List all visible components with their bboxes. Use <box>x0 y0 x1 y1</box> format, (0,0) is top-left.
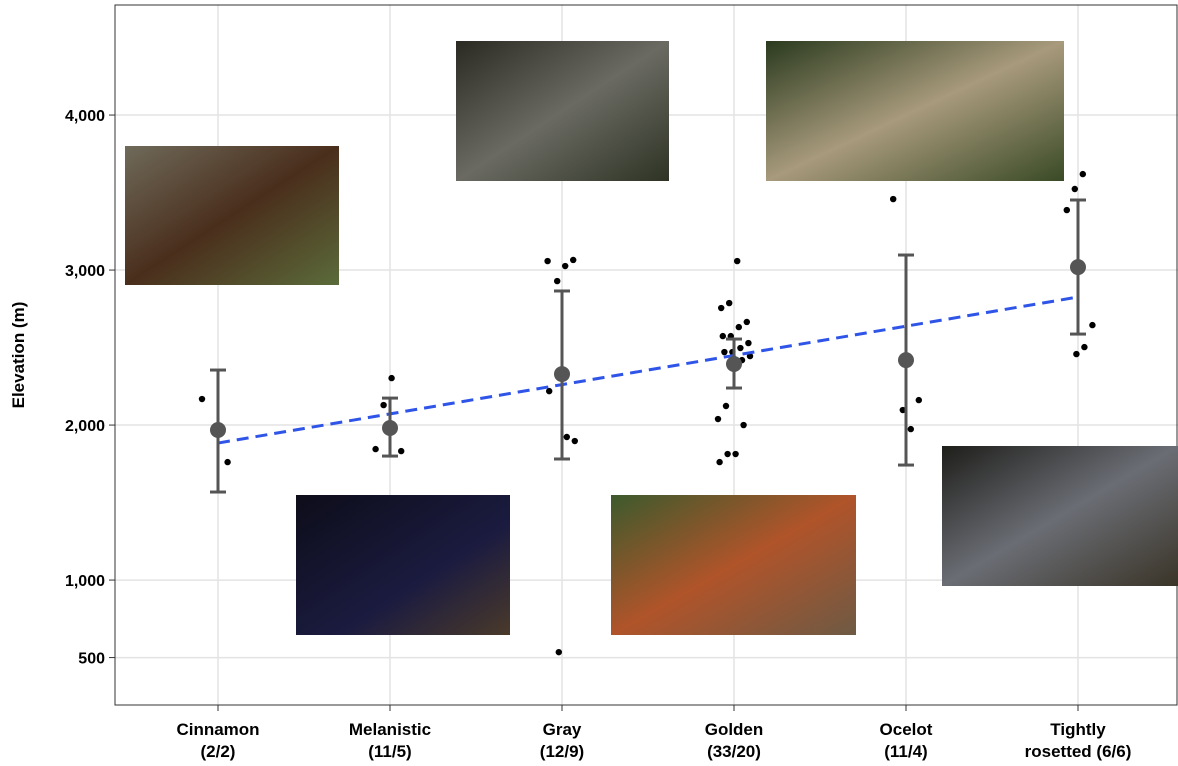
photo-tightly-rosetted <box>942 446 1178 586</box>
chart: 500 1,000 2,000 3,000 4,000 Cinnamon (2/2) Mela… <box>0 0 1178 766</box>
data-point <box>556 649 562 655</box>
x-tick-label: Golden <box>705 720 764 739</box>
data-point <box>199 396 205 402</box>
trend-line <box>218 297 1078 443</box>
data-point <box>1072 186 1078 192</box>
data-point <box>372 446 378 452</box>
data-point <box>745 340 751 346</box>
x-tick-label: (12/9) <box>540 742 584 761</box>
data-point <box>734 258 740 264</box>
x-tick-label: Ocelot <box>880 720 933 739</box>
photo-gray <box>456 41 669 181</box>
data-point <box>380 402 386 408</box>
data-point <box>732 451 738 457</box>
y-tick-label: 500 <box>78 651 105 668</box>
mean-point <box>382 420 398 436</box>
data-point <box>744 319 750 325</box>
mean-point <box>554 366 570 382</box>
data-point <box>224 459 230 465</box>
x-tick-label: (33/20) <box>707 742 761 761</box>
x-tick-label: Gray <box>543 720 582 739</box>
photo-ocelot <box>766 41 1064 181</box>
mean-point <box>1070 259 1086 275</box>
data-point <box>572 438 578 444</box>
data-point <box>720 333 726 339</box>
data-point <box>1073 351 1079 357</box>
data-point <box>908 426 914 432</box>
x-tick-label: (11/4) <box>884 742 927 761</box>
data-point <box>724 451 730 457</box>
y-tick-label: 4,000 <box>65 108 105 125</box>
x-tick-label: Melanistic <box>349 720 431 739</box>
y-tick-label: 3,000 <box>65 263 105 280</box>
data-point <box>715 416 721 422</box>
data-point <box>1089 322 1095 328</box>
x-tick-label: Cinnamon <box>176 720 259 739</box>
data-point <box>1081 344 1087 350</box>
data-point <box>1064 207 1070 213</box>
x-tick-label: (2/2) <box>201 742 236 761</box>
data-point <box>723 403 729 409</box>
data-point <box>544 258 550 264</box>
data-point <box>716 459 722 465</box>
photo-golden <box>611 495 856 635</box>
data-point <box>398 448 404 454</box>
data-point <box>554 278 560 284</box>
data-point <box>1080 171 1086 177</box>
y-tick-label: 2,000 <box>65 418 105 435</box>
data-point <box>721 349 727 355</box>
data-point <box>718 305 724 311</box>
data-point <box>890 196 896 202</box>
data-point <box>388 375 394 381</box>
data-point <box>564 434 570 440</box>
photos <box>125 41 1178 635</box>
y-axis-label: Elevation (m) <box>9 302 28 409</box>
y-tick-label: 1,000 <box>65 573 105 590</box>
data-point <box>570 257 576 263</box>
data-point <box>726 300 732 306</box>
data-point <box>737 345 743 351</box>
mean-point <box>210 422 226 438</box>
x-tick-label: (11/5) <box>368 742 411 761</box>
photo-melanistic <box>296 495 510 635</box>
data-point <box>736 324 742 330</box>
photo-cinnamon <box>125 146 339 285</box>
data-point <box>916 397 922 403</box>
mean-point <box>898 352 914 368</box>
mean-point <box>726 356 742 372</box>
data-point <box>740 422 746 428</box>
x-tick-label: rosetted (6/6) <box>1025 742 1132 761</box>
data-point <box>546 388 552 394</box>
x-tick-label: Tightly <box>1050 720 1106 739</box>
data-point <box>562 263 568 269</box>
